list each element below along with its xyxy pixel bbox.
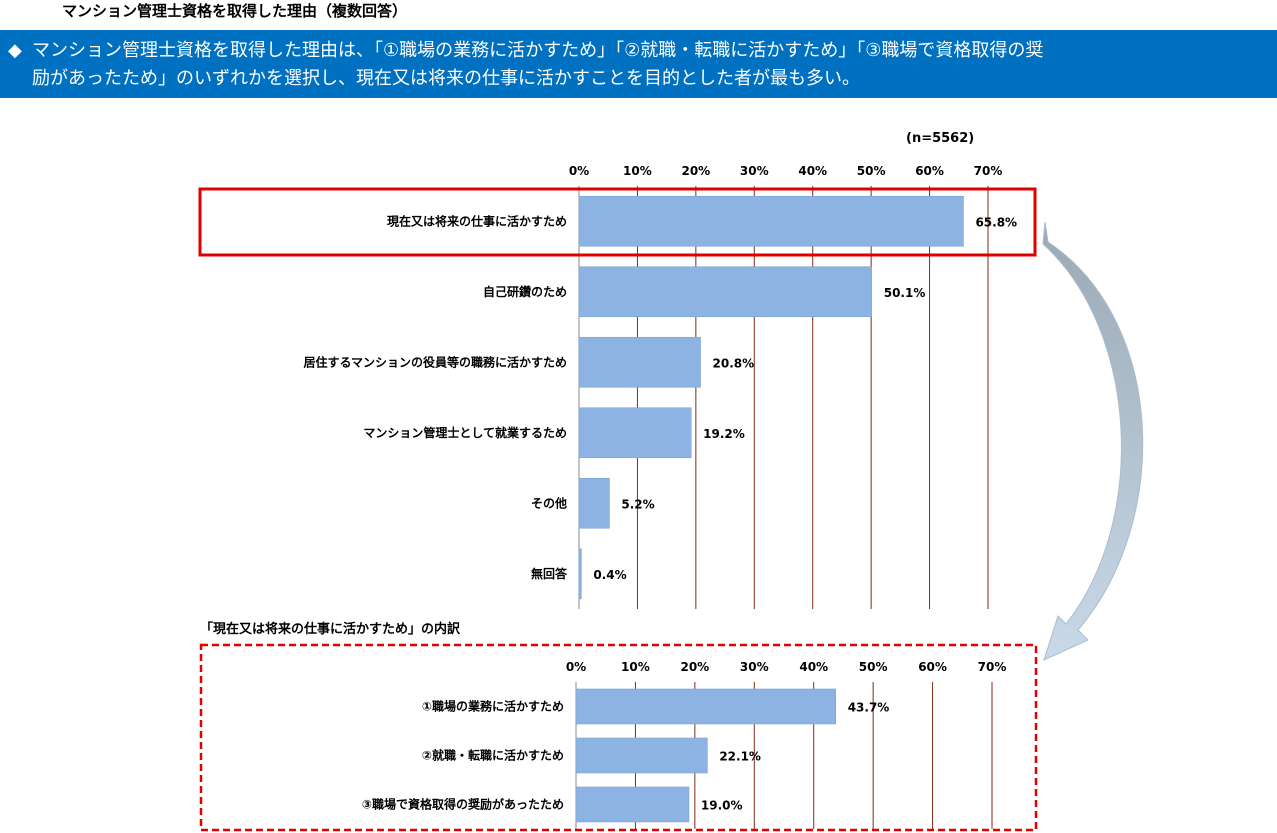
category-label: その他 [531,495,567,510]
data-label: 43.7% [848,701,890,715]
x-tick-label: 60% [918,660,947,674]
x-tick-label: 20% [681,164,710,178]
data-label: 5.2% [621,497,654,511]
breakdown-bar-chart: 0% 10% 20% 30% 40% 50% 60% 70% ①職場の業務に活かすため 43.7%… [200,621,1006,829]
category-label: ②就職・転職に活かすため [422,748,564,763]
bar [575,786,690,823]
bar [578,195,964,247]
bar [575,688,837,725]
highlight-box [198,187,1037,257]
breakdown-title: 「現在又は将来の仕事に活かすため」の内訳 [200,621,461,637]
sample-size-note: (n=5562) [906,131,974,146]
diamond-bullet-icon: ◆ [8,40,22,61]
x-tick-label: 40% [799,660,828,674]
annotation-overlay [198,187,1144,832]
category-label: 居住するマンションの役員等の職務に活かすため [303,354,567,369]
category-label: ③職場で資格取得の奨励があったため [362,797,564,812]
data-label: 0.4% [593,568,626,582]
bar [578,407,692,459]
data-label: 22.1% [719,750,761,764]
curved-arrow-icon [1042,221,1144,661]
x-tick-label: 70% [978,660,1007,674]
x-tick-label: 30% [740,164,769,178]
data-label: 19.0% [701,799,743,813]
x-tick-label: 30% [740,660,769,674]
page-title: マンション管理士資格を取得した理由（複数回答） [62,2,408,20]
x-tick-label: 50% [859,660,888,674]
banner-text-line-2: 励があったため」のいずれかを選択し、現在又は将来の仕事に活かすことを目的とした者… [32,68,860,89]
x-tick-label: 50% [857,164,886,178]
x-tick-label: 40% [798,164,827,178]
data-label: 50.1% [884,286,926,300]
x-tick-label: 0% [566,660,586,674]
x-tick-label: 70% [974,164,1003,178]
bar [578,266,873,318]
x-tick-label: 60% [915,164,944,178]
bar [578,548,582,600]
x-tick-label: 10% [623,164,652,178]
category-label: 無回答 [531,566,568,581]
category-label: マンション管理士として就業するため [363,425,567,440]
x-tick-label: 20% [680,660,709,674]
bar [578,477,610,529]
x-tick-label: 0% [569,164,589,178]
main-bar-chart: 0% 10% 20% 30% 40% 50% 60% 70% 現在又は将来の仕事に活かすため 65… [303,131,1017,609]
x-tick-label: 10% [621,660,650,674]
bar [575,737,708,774]
data-label: 19.2% [703,427,745,441]
category-label: 自己研鑽のため [483,284,567,299]
breakdown-frame [199,643,1038,832]
banner-text-line-1: マンション管理士資格を取得した理由は、「①職場の業務に活かすため」「②就職・転職… [32,40,1044,61]
data-label: 65.8% [975,215,1017,229]
category-label: ①職場の業務に活かすため [422,699,564,714]
bar [578,336,701,388]
summary-banner: ◆ マンション管理士資格を取得した理由は、「①職場の業務に活かすため」「②就職・… [0,30,1277,98]
data-label: 20.8% [713,356,755,370]
category-label: 現在又は将来の仕事に活かすため [387,213,567,228]
